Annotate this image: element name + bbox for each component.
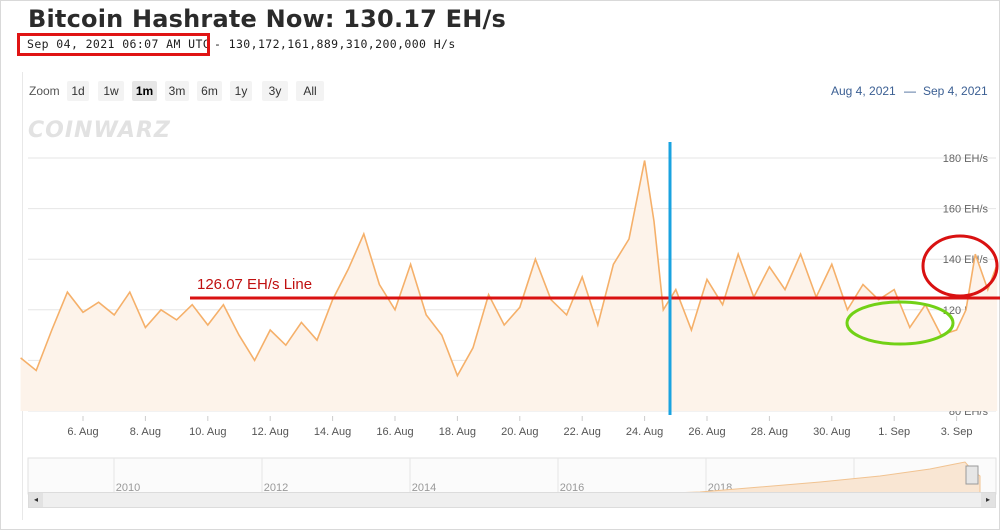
hashrate-points: [20, 160, 998, 376]
range-to[interactable]: Sep 4, 2021: [923, 84, 988, 98]
zoom-3m-button[interactable]: 3m: [165, 81, 189, 101]
scroll-right-button[interactable]: ▸: [981, 493, 995, 507]
navigator-year-label: 2010: [116, 482, 140, 494]
navigator-year-label: 2014: [412, 482, 436, 494]
x-tick-label: 18. Aug: [439, 426, 476, 438]
zoom-3y-button[interactable]: 3y: [262, 81, 288, 101]
x-axis-ticks: 6. Aug 8. Aug 10. Aug 12. Aug 14. Aug 16. Aug…: [67, 416, 973, 438]
hashrate-area: [20, 160, 998, 411]
recent-high-circle: [921, 234, 999, 298]
timestamp: Sep 04, 2021 06:07 AM UTC: [27, 37, 211, 51]
page-title: Bitcoin Hashrate Now: 130.17 EH/s: [28, 5, 506, 33]
timestamp-highlight-box: [17, 33, 210, 56]
x-tick-label: 10. Aug: [189, 426, 226, 438]
y-tick-label: 180 EH/s: [943, 153, 989, 165]
x-tick-label: 3. Sep: [941, 426, 973, 438]
range-separator: —: [904, 84, 916, 98]
navigator-area: [639, 461, 981, 495]
zoom-6m-button[interactable]: 6m: [197, 81, 222, 101]
navigator-year-label: 2012: [264, 482, 288, 494]
navigator-handle: [965, 465, 979, 485]
zoom-1m-button[interactable]: 1m: [132, 81, 157, 101]
x-tick-label: 26. Aug: [688, 426, 725, 438]
x-tick-label: 8. Aug: [130, 426, 161, 438]
x-tick-label: 28. Aug: [751, 426, 788, 438]
x-tick-label: 30. Aug: [813, 426, 850, 438]
reference-line-label: 126.07 EH/s Line: [197, 276, 312, 293]
hashrate-full-value: - 130,172,161,889,310,200,000 H/s: [214, 37, 456, 51]
early-sep-dip-circle: [845, 300, 955, 346]
range-from[interactable]: Aug 4, 2021: [831, 84, 896, 98]
zoom-label: Zoom: [29, 84, 60, 98]
x-tick-label: 1. Sep: [878, 426, 910, 438]
x-tick-label: 24. Aug: [626, 426, 663, 438]
navigator-year-label: 2016: [560, 482, 584, 494]
y-tick-label: 160 EH/s: [943, 204, 989, 216]
hashrate-line: [20, 160, 998, 378]
y-tick-label: 140 EH/s: [943, 254, 989, 266]
x-tick-label: 16. Aug: [376, 426, 413, 438]
x-tick-label: 20. Aug: [501, 426, 538, 438]
zoom-1d-button[interactable]: 1d: [67, 81, 89, 101]
x-tick-label: 6. Aug: [67, 426, 98, 438]
coinwarz-logo: COINWARZ: [28, 118, 171, 143]
x-tick-label: 14. Aug: [314, 426, 351, 438]
zoom-1w-button[interactable]: 1w: [98, 81, 124, 101]
x-tick-label: 22. Aug: [564, 426, 601, 438]
navigator-scrollbar[interactable]: ◂ ▸: [28, 492, 996, 508]
x-tick-label: 12. Aug: [252, 426, 289, 438]
zoom-1y-button[interactable]: 1y: [230, 81, 252, 101]
scroll-left-button[interactable]: ◂: [29, 493, 43, 507]
zoom-all-button[interactable]: All: [296, 81, 324, 101]
